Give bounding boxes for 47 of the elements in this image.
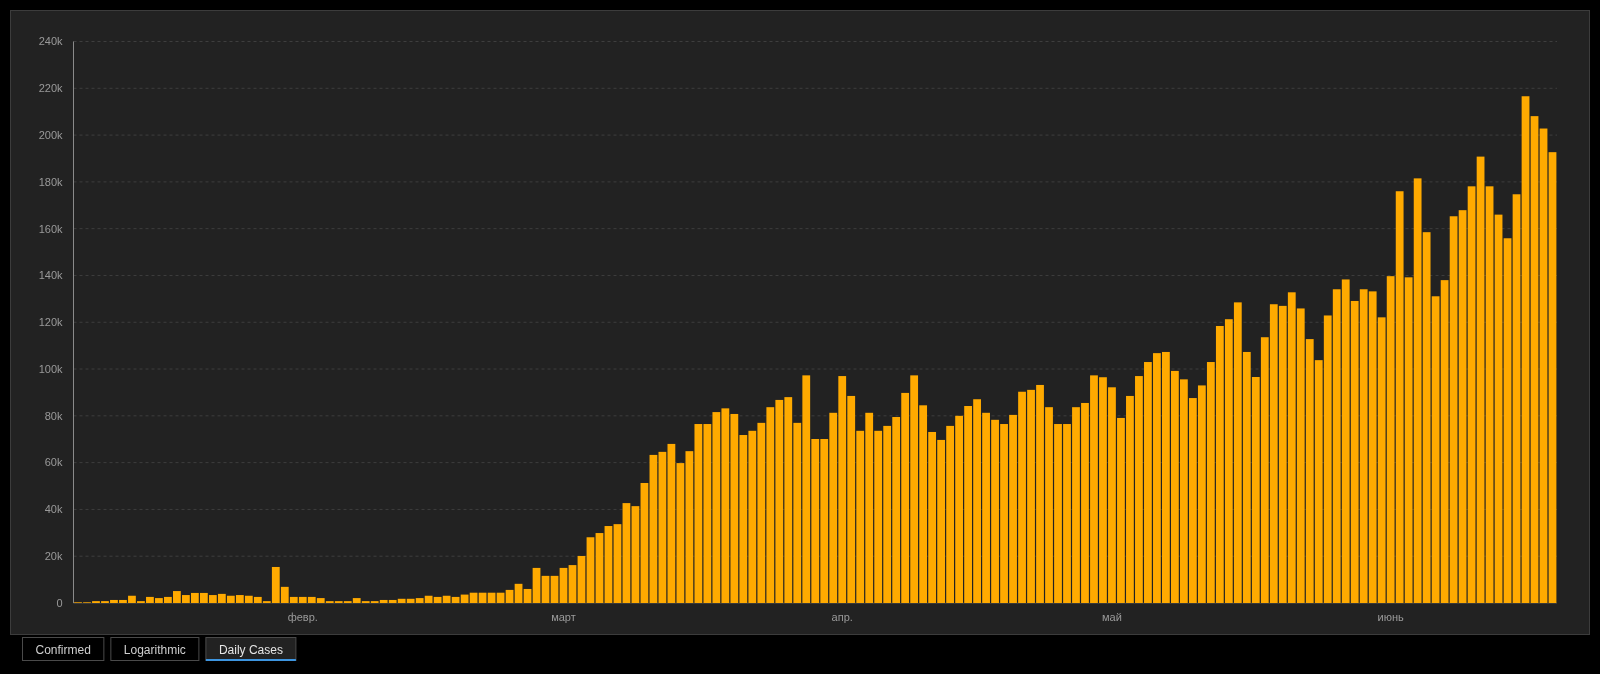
y-tick-label: 0: [56, 596, 63, 609]
bar: [1512, 194, 1521, 603]
bar: [1476, 156, 1485, 603]
bar: [1503, 238, 1512, 603]
bar: [1467, 186, 1476, 603]
bar: [1548, 152, 1557, 603]
bar: [559, 567, 568, 603]
y-tick-label: 20k: [44, 550, 63, 563]
bar: [1530, 116, 1539, 603]
tab-button[interactable]: Logarithmic: [110, 637, 200, 661]
bar: [550, 575, 559, 603]
x-tick-label: март: [551, 611, 576, 623]
y-tick-label: 40k: [44, 503, 63, 516]
y-tick-label: 160k: [38, 222, 63, 235]
bar: [523, 588, 532, 603]
y-tick-label: 200k: [38, 128, 63, 141]
x-tick-label: апр.: [831, 611, 853, 623]
y-tick-label: 220k: [38, 82, 63, 95]
bar: [640, 482, 649, 603]
bar: [1521, 96, 1530, 603]
bar: [658, 451, 667, 603]
bar: [595, 533, 604, 603]
y-tick-label: 60k: [44, 456, 63, 469]
bar: [1539, 128, 1548, 603]
x-tick-label: июнь: [1377, 611, 1405, 623]
y-tick-label: 80k: [44, 409, 63, 422]
tab-button[interactable]: Daily Cases: [205, 637, 297, 661]
y-tick-label: 180k: [38, 175, 63, 188]
x-tick-label: февр.: [287, 611, 318, 623]
bar: [649, 454, 658, 603]
bar: [1494, 214, 1503, 603]
bar: [586, 537, 595, 603]
bar: [622, 503, 631, 603]
bar: [631, 506, 640, 603]
bar: [568, 565, 577, 603]
bar: [604, 526, 613, 603]
y-tick-label: 140k: [38, 269, 63, 282]
bar: [532, 567, 541, 603]
bar: [541, 575, 550, 603]
y-tick-label: 100k: [38, 362, 63, 375]
bar: [1485, 186, 1494, 603]
bar: [577, 555, 586, 603]
x-tick-label: май: [1102, 611, 1122, 623]
bar: [613, 524, 622, 603]
tab-button[interactable]: Confirmed: [22, 637, 105, 661]
y-tick-label: 240k: [38, 35, 63, 48]
y-tick-label: 120k: [38, 316, 63, 329]
